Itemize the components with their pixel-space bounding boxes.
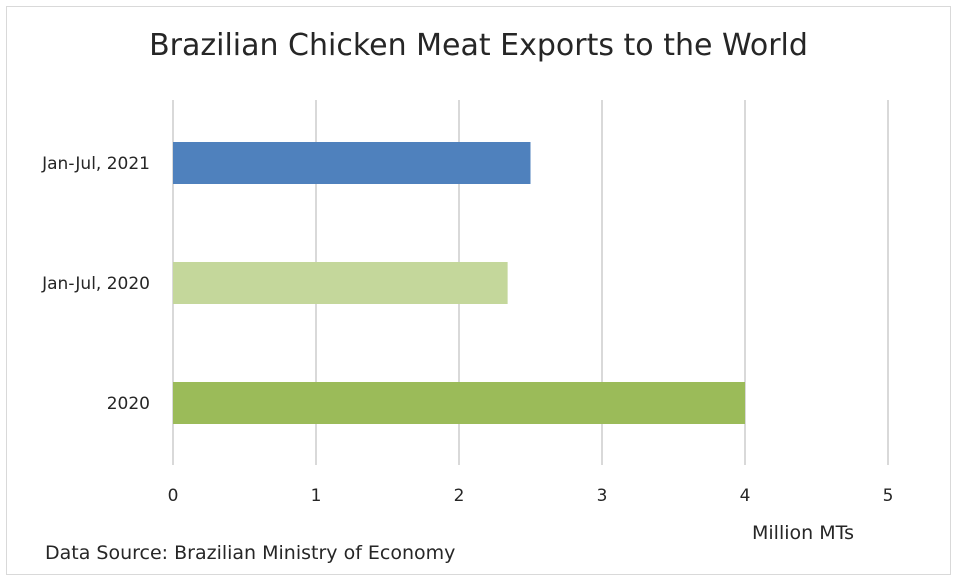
x-tick-label: 1 xyxy=(311,486,322,506)
x-tick-label: 2 xyxy=(454,486,465,506)
category-label: Jan-Jul, 2020 xyxy=(41,274,150,294)
x-tick-label: 5 xyxy=(883,486,894,506)
x-tick-label: 4 xyxy=(740,486,751,506)
data-source-note: Data Source: Brazilian Ministry of Econo… xyxy=(45,542,456,564)
category-label: 2020 xyxy=(107,394,150,414)
chart-title: Brazilian Chicken Meat Exports to the Wo… xyxy=(149,28,808,63)
bars xyxy=(173,142,745,424)
category-labels: Jan-Jul, 2021 Jan-Jul, 2020 2020 xyxy=(41,154,150,414)
bar-jan-jul-2020 xyxy=(173,262,508,304)
category-label: Jan-Jul, 2021 xyxy=(41,154,150,174)
x-axis-label: Million MTs xyxy=(752,522,854,544)
x-tick-label: 3 xyxy=(597,486,608,506)
x-tick-labels: 0 1 2 3 4 5 xyxy=(168,486,894,506)
x-tick-label: 0 xyxy=(168,486,179,506)
bar-jan-jul-2021 xyxy=(173,142,531,184)
bar-2020 xyxy=(173,382,745,424)
